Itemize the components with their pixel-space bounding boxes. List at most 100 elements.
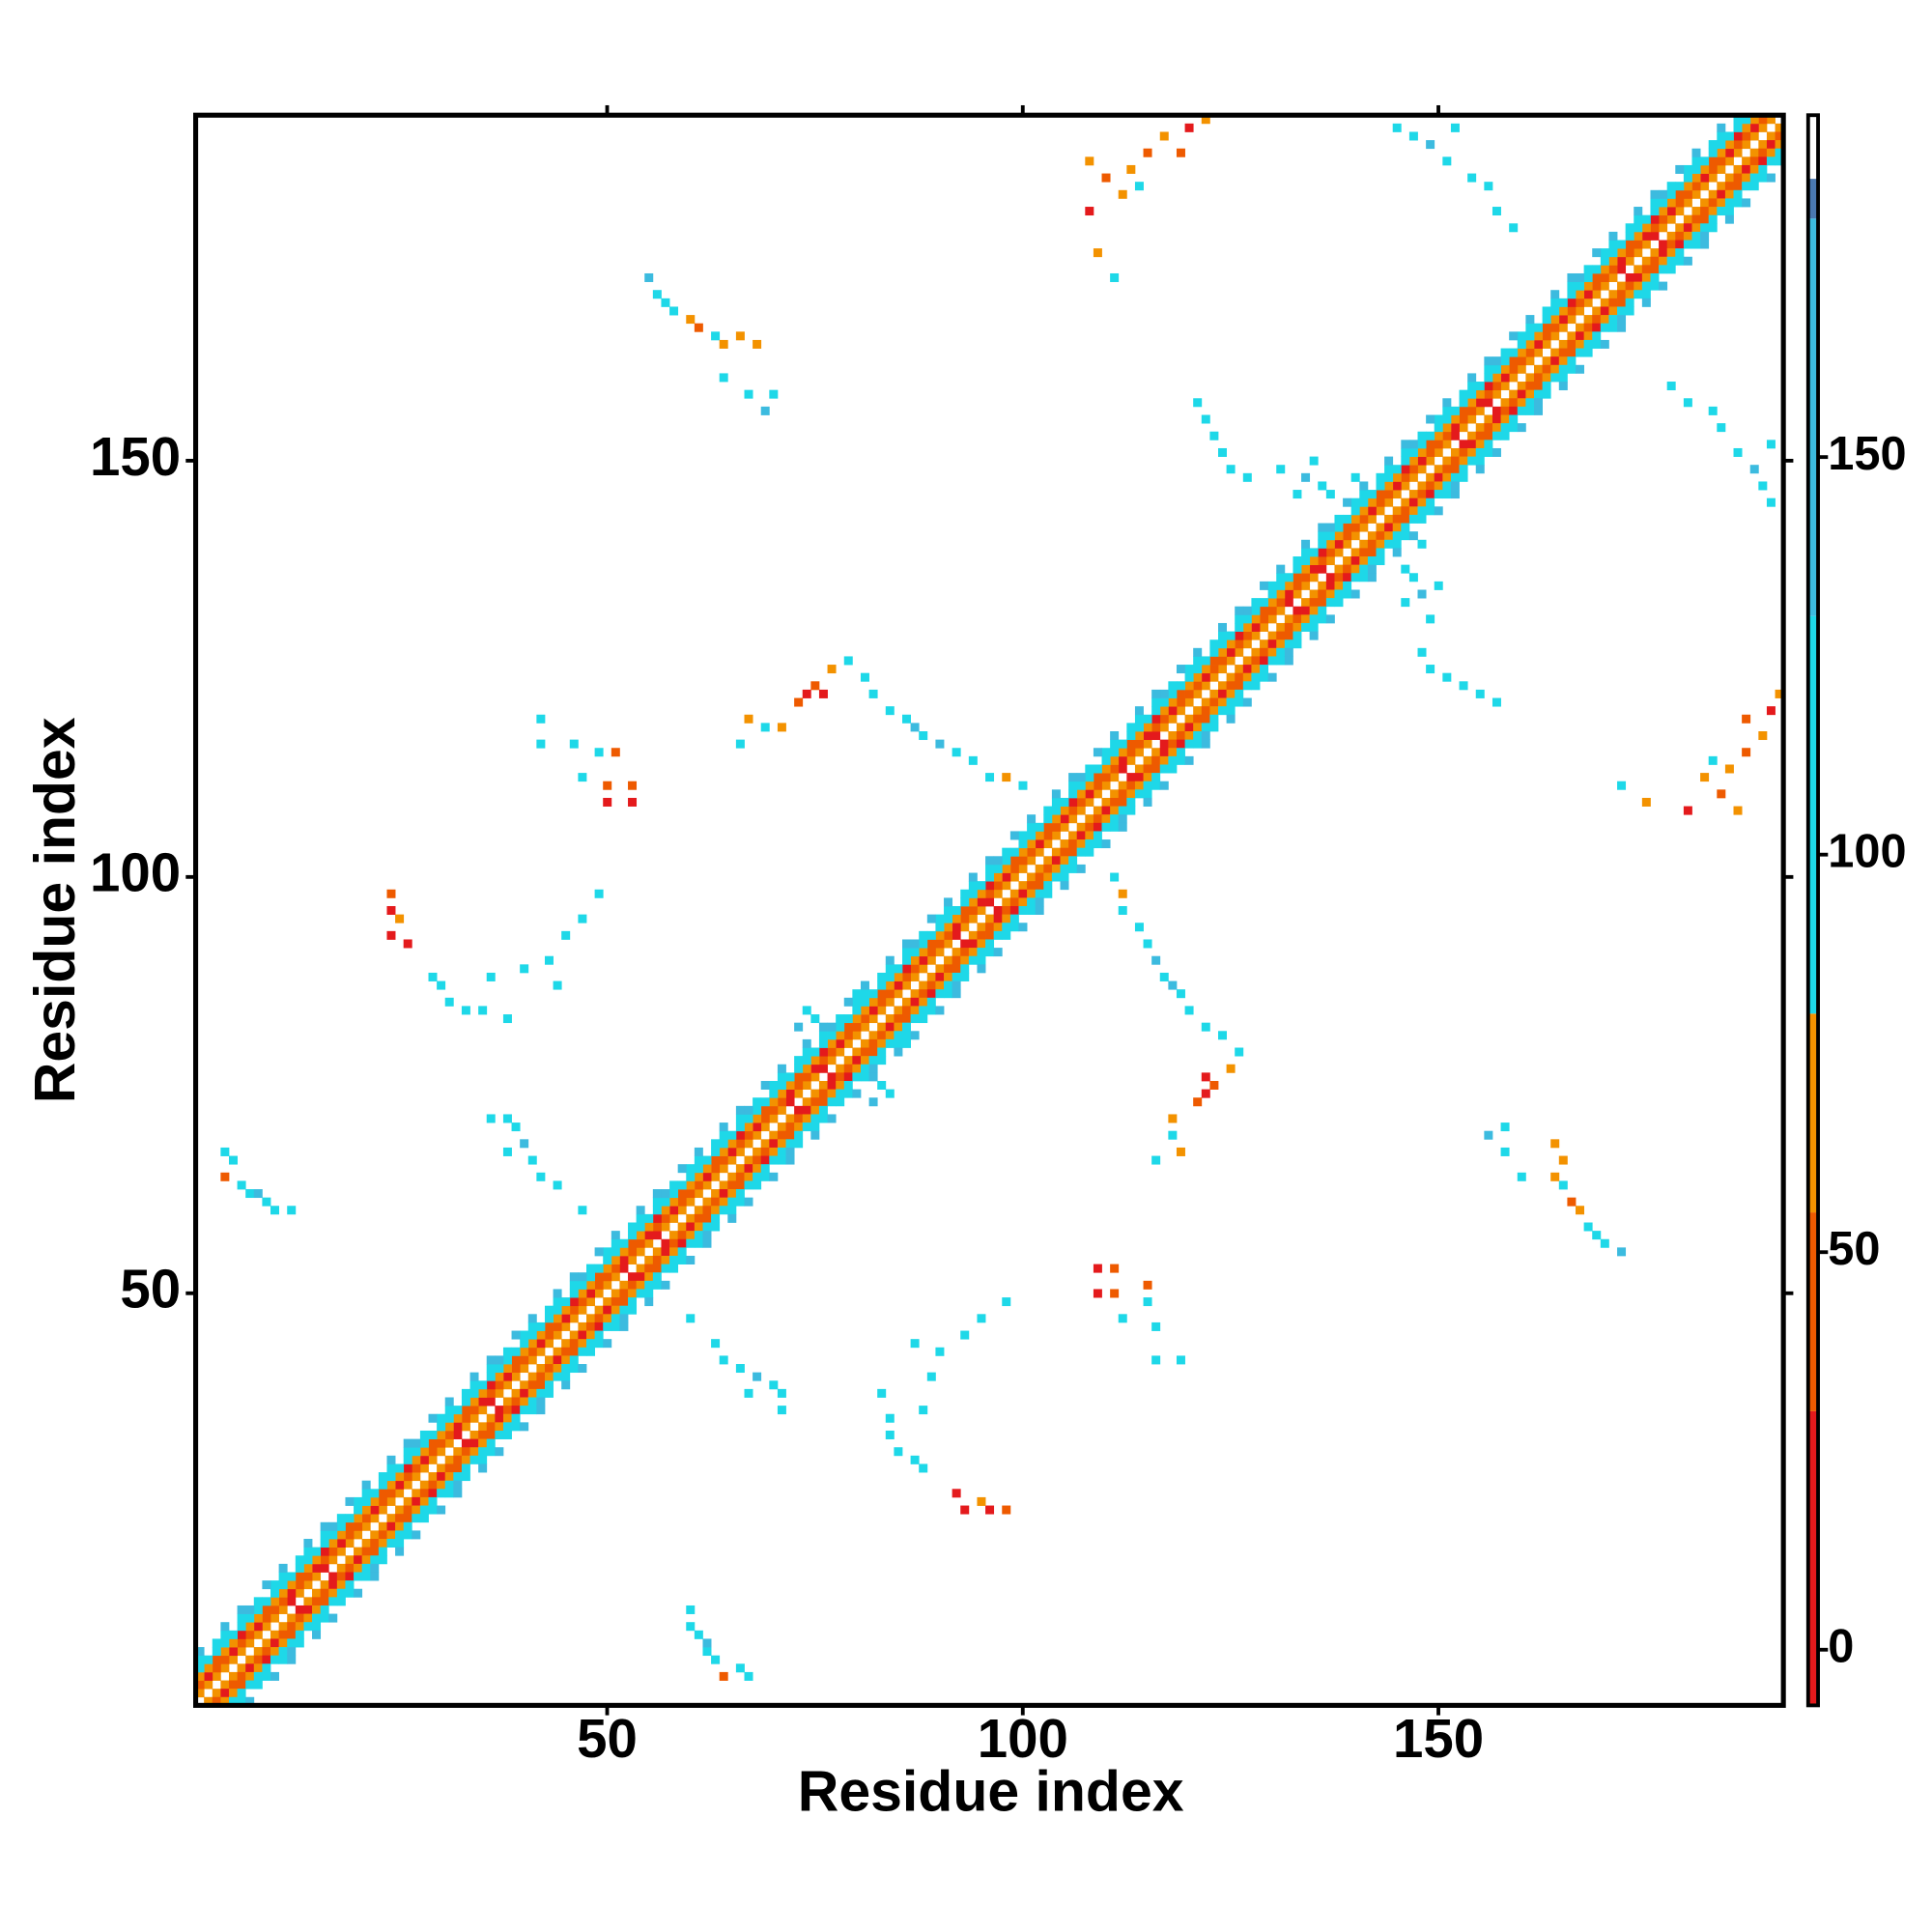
heatmap-cell	[1401, 531, 1410, 541]
heatmap-cell	[1226, 647, 1236, 657]
heatmap-cell	[628, 1247, 638, 1257]
heatmap-cell	[1742, 182, 1751, 191]
heatmap-cell	[603, 1321, 612, 1331]
heatmap-cell	[536, 1321, 546, 1331]
heatmap-cell	[1043, 881, 1053, 891]
heatmap-cell	[1724, 182, 1734, 191]
heatmap-cell	[818, 689, 828, 698]
heatmap-cell	[437, 1463, 446, 1473]
heatmap-cell	[744, 1197, 753, 1207]
heatmap-cell	[1126, 773, 1136, 782]
heatmap-cell	[419, 1496, 429, 1506]
heatmap-cell	[361, 1539, 371, 1548]
heatmap-cell	[287, 1588, 297, 1598]
x-tick-label: 150	[1393, 1708, 1484, 1769]
heatmap-cell	[544, 1372, 554, 1381]
heatmap-cell	[1359, 573, 1369, 582]
heatmap-cell	[1151, 781, 1161, 790]
heatmap-cell	[478, 1406, 488, 1415]
heatmap-cell	[1093, 822, 1102, 832]
heatmap-cell	[1068, 847, 1078, 857]
heatmap-cell	[760, 1172, 770, 1181]
heatmap-cell	[419, 1430, 429, 1439]
heatmap-cell	[843, 1022, 853, 1032]
heatmap-cell	[1766, 140, 1776, 150]
heatmap-cell	[295, 1555, 304, 1565]
heatmap-cell	[753, 1122, 762, 1132]
heatmap-cell	[769, 1080, 779, 1090]
heatmap-cell	[228, 1630, 238, 1639]
heatmap-cell	[785, 1122, 795, 1132]
heatmap-cell	[1051, 822, 1061, 832]
heatmap-cell	[1742, 115, 1751, 125]
heatmap-cell	[926, 972, 936, 981]
heatmap-cell	[753, 1147, 762, 1156]
heatmap-cell	[1027, 872, 1037, 882]
heatmap-cell	[370, 1555, 380, 1565]
heatmap-cell	[935, 1347, 945, 1356]
heatmap-cell	[1500, 382, 1510, 391]
heatmap-cell	[569, 1330, 579, 1340]
heatmap-cell	[1659, 265, 1668, 274]
heatmap-cell	[1151, 723, 1161, 732]
heatmap-cell	[461, 1447, 470, 1457]
heatmap-cell	[1408, 447, 1418, 457]
heatmap-cell	[1467, 447, 1477, 457]
heatmap-cell	[1134, 781, 1144, 790]
heatmap-cell	[586, 1297, 595, 1307]
heatmap-cell	[910, 955, 920, 965]
heatmap-cell	[1201, 665, 1210, 674]
heatmap-cell	[810, 1014, 820, 1024]
heatmap-cell	[1384, 497, 1394, 507]
heatmap-cell	[885, 1430, 895, 1439]
heatmap-cell	[985, 923, 995, 932]
heatmap-cell	[1401, 523, 1410, 532]
heatmap-cell	[495, 1447, 504, 1457]
heatmap-cell	[403, 1447, 412, 1457]
heatmap-cell	[1500, 348, 1510, 357]
heatmap-cell	[1758, 140, 1768, 150]
heatmap-cell	[1235, 697, 1244, 707]
heatmap-cell	[827, 1022, 837, 1032]
heatmap-cell	[877, 1056, 887, 1065]
heatmap-cell	[228, 1647, 238, 1657]
heatmap-cell	[760, 723, 770, 732]
heatmap-cell	[1143, 148, 1152, 157]
heatmap-cell	[802, 1105, 811, 1115]
heatmap-cell	[1484, 423, 1493, 433]
heatmap-cell	[354, 1530, 363, 1540]
heatmap-cell	[877, 1006, 887, 1015]
heatmap-cell	[453, 1489, 463, 1498]
heatmap-cell	[536, 1347, 546, 1356]
heatmap-cell	[237, 1671, 246, 1681]
heatmap-cell	[1717, 131, 1726, 141]
heatmap-cell	[303, 1613, 313, 1623]
heatmap-cell	[1475, 689, 1485, 698]
heatmap-cell	[511, 1355, 521, 1365]
heatmap-cell	[843, 1072, 853, 1082]
heatmap-cell	[935, 914, 945, 923]
heatmap-cell	[1758, 123, 1768, 132]
heatmap-cell	[378, 1489, 387, 1498]
heatmap-cell	[453, 1480, 463, 1490]
heatmap-cell	[1550, 1139, 1560, 1149]
heatmap-cell	[1035, 831, 1044, 840]
heatmap-cell	[885, 964, 895, 974]
heatmap-cell	[312, 1547, 322, 1556]
heatmap-cell	[952, 748, 961, 757]
heatmap-cell	[1492, 447, 1501, 457]
heatmap-cell	[1301, 573, 1311, 582]
heatmap-cell	[794, 1122, 804, 1132]
heatmap-cell	[968, 872, 978, 882]
heatmap-cell	[1367, 531, 1377, 541]
heatmap-cell	[469, 1397, 479, 1406]
heatmap-cell	[1242, 656, 1252, 666]
heatmap-cell	[578, 1339, 587, 1349]
heatmap-cell	[1085, 207, 1094, 216]
heatmap-cell	[1242, 472, 1252, 482]
heatmap-cell	[1650, 207, 1660, 216]
heatmap-cell	[1350, 548, 1360, 557]
heatmap-cell	[603, 1264, 612, 1273]
heatmap-cell	[1467, 406, 1477, 415]
heatmap-cell	[1201, 739, 1210, 749]
